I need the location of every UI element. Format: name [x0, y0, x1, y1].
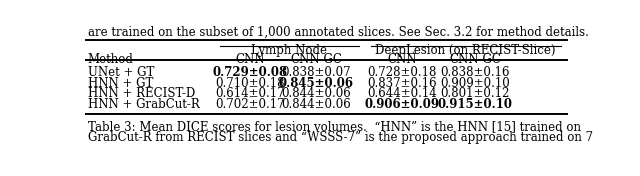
Text: 0.710±0.18: 0.710±0.18	[216, 77, 285, 90]
Text: CNN: CNN	[387, 53, 417, 66]
Text: CNN-GC: CNN-GC	[449, 53, 501, 66]
Text: are trained on the subset of 1,000 annotated slices. See Sec. 3.2 for method det: are trained on the subset of 1,000 annot…	[88, 26, 589, 39]
Text: 0.915±0.10: 0.915±0.10	[438, 98, 513, 111]
Text: CNN-GC: CNN-GC	[291, 53, 342, 66]
Text: 0.728±0.18: 0.728±0.18	[367, 66, 436, 79]
Text: 0.845±0.06: 0.845±0.06	[279, 77, 354, 90]
Text: 0.909±0.10: 0.909±0.10	[440, 77, 510, 90]
Text: 0.838±0.16: 0.838±0.16	[440, 66, 510, 79]
Text: 0.729±0.08: 0.729±0.08	[213, 66, 288, 79]
Text: HNN + GT: HNN + GT	[88, 77, 153, 90]
Text: 0.644±0.14: 0.644±0.14	[367, 87, 436, 100]
Text: 0.844±0.06: 0.844±0.06	[282, 98, 351, 111]
Text: Method: Method	[88, 53, 134, 66]
Text: 0.906±0.09: 0.906±0.09	[364, 98, 439, 111]
Text: CNN: CNN	[236, 53, 265, 66]
Text: 0.837±0.16: 0.837±0.16	[367, 77, 436, 90]
Text: GrabCut-R from RECIST slices and “WSSS-7” is the proposed approach trained on 7: GrabCut-R from RECIST slices and “WSSS-7…	[88, 131, 593, 144]
Text: 0.702±0.17: 0.702±0.17	[216, 98, 285, 111]
Text: UNet + GT: UNet + GT	[88, 66, 154, 79]
Text: 0.801±0.12: 0.801±0.12	[440, 87, 510, 100]
Text: HNN + GrabCut-R: HNN + GrabCut-R	[88, 98, 200, 111]
Text: DeepLesion (on RECIST-Slice): DeepLesion (on RECIST-Slice)	[375, 44, 556, 57]
Text: 0.838±0.07: 0.838±0.07	[282, 66, 351, 79]
Text: 0.844±0.06: 0.844±0.06	[282, 87, 351, 100]
Text: Table 3: Mean DICE scores for lesion volumes.  “HNN” is the HNN [15] trained on: Table 3: Mean DICE scores for lesion vol…	[88, 120, 580, 133]
Text: Lymph Node: Lymph Node	[252, 44, 327, 57]
Text: HNN + RECIST-D: HNN + RECIST-D	[88, 87, 195, 100]
Text: 0.614±0.17: 0.614±0.17	[216, 87, 285, 100]
